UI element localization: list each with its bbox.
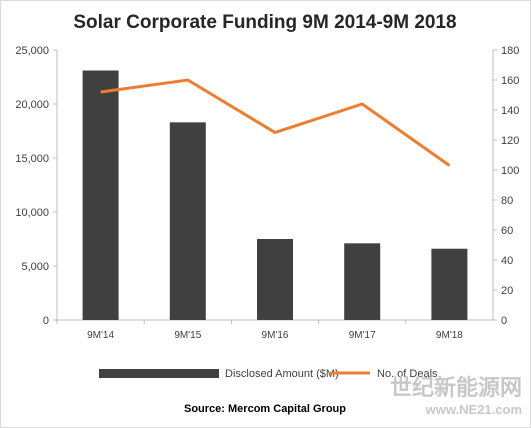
legend-label-bars: Disclosed Amount ($M) bbox=[225, 368, 339, 380]
x-axis-labels: 9M'14 9M'15 9M'16 9M'17 9M'18 bbox=[56, 320, 463, 341]
watermark-text: 世纪新能源网 bbox=[390, 375, 522, 400]
left-tick-label: 25,000 bbox=[15, 45, 49, 57]
watermark-url: www.NE21.com bbox=[425, 402, 522, 417]
left-tick-label: 0 bbox=[43, 315, 49, 327]
right-tick-label: 180 bbox=[501, 45, 519, 57]
bar bbox=[344, 243, 381, 320]
x-tick-label: 9M'15 bbox=[174, 330, 201, 341]
right-tick-label: 40 bbox=[501, 255, 513, 267]
left-tick-label: 20,000 bbox=[15, 99, 49, 111]
legend: Disclosed Amount ($M) No. of Deals bbox=[99, 368, 438, 380]
right-tick-label: 140 bbox=[501, 105, 519, 117]
x-tick-label: 9M'16 bbox=[262, 330, 289, 341]
right-tick-label: 100 bbox=[501, 165, 519, 177]
legend-label-line: No. of Deals bbox=[377, 368, 438, 380]
bar-series bbox=[82, 70, 468, 321]
right-tick-label: 80 bbox=[501, 195, 513, 207]
bar bbox=[431, 248, 468, 320]
deals-line bbox=[100, 78, 451, 167]
right-tick-label: 20 bbox=[501, 285, 513, 297]
bar bbox=[82, 70, 119, 321]
left-axis-labels: 0 5,000 10,000 15,000 20,000 25,000 bbox=[15, 45, 57, 327]
right-axis-labels: 0 20 40 60 80 100 120 140 160 180 bbox=[493, 45, 519, 327]
source-note: Source: Mercom Capital Group bbox=[184, 403, 346, 415]
right-tick-label: 120 bbox=[501, 135, 519, 147]
bar bbox=[169, 122, 206, 320]
x-tick-label: 9M'14 bbox=[87, 330, 114, 341]
bar bbox=[257, 239, 293, 320]
chart-title: Solar Corporate Funding 9M 2014-9M 2018 bbox=[73, 12, 456, 33]
x-tick-label: 9M'17 bbox=[349, 330, 376, 341]
right-tick-label: 160 bbox=[501, 75, 519, 87]
line-series bbox=[100, 78, 451, 167]
left-tick-label: 10,000 bbox=[15, 207, 49, 219]
x-tick-label: 9M'18 bbox=[436, 330, 463, 341]
legend-swatch-bars bbox=[99, 369, 219, 378]
right-tick-label: 60 bbox=[501, 225, 513, 237]
left-tick-label: 5,000 bbox=[21, 261, 49, 273]
left-tick-label: 15,000 bbox=[15, 153, 49, 165]
right-tick-label: 0 bbox=[501, 315, 507, 327]
